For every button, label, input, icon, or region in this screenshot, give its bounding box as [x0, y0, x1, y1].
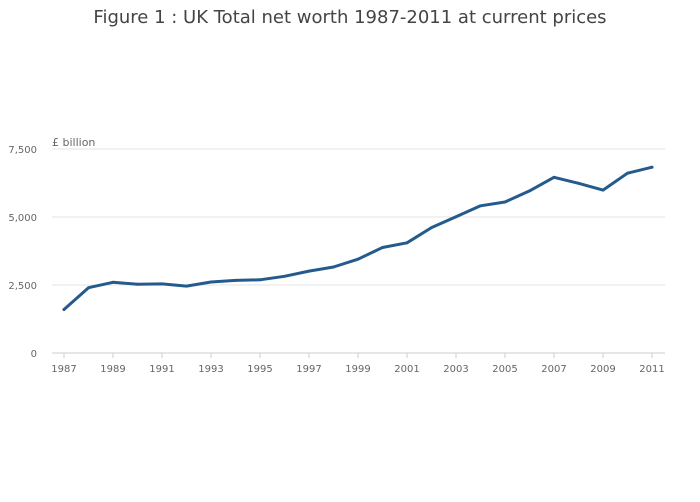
data-point-2007 — [552, 175, 556, 179]
data-point-1990 — [136, 282, 139, 286]
series-line-net-worth — [62, 165, 654, 311]
data-point-1999 — [356, 257, 360, 261]
y-tick-label: 2,500 — [8, 281, 37, 292]
x-tick-label: 1999 — [345, 364, 370, 375]
data-point-1996 — [283, 274, 286, 278]
x-tick-label: 1997 — [296, 364, 321, 375]
data-point-2008 — [577, 181, 580, 185]
data-point-1992 — [185, 284, 188, 288]
y-tick-label: 7,500 — [8, 145, 37, 156]
data-point-2003 — [454, 215, 458, 219]
x-axis — [52, 352, 665, 358]
data-point-1994 — [234, 278, 237, 282]
data-point-1989 — [111, 280, 115, 284]
data-point-1997 — [307, 269, 311, 273]
x-tick-label: 2009 — [590, 364, 615, 375]
x-tick-label: 1993 — [198, 364, 223, 375]
data-point-1993 — [209, 280, 213, 284]
tick-labels: 0 2,500 5,000 7,500 1987 1989 1991 1993 1995 1997… — [8, 145, 664, 375]
x-tick-label: 2007 — [541, 364, 566, 375]
data-point-2004 — [479, 204, 482, 208]
data-point-2002 — [430, 226, 433, 230]
x-tick-label: 2001 — [394, 364, 419, 375]
data-point-2009 — [601, 188, 605, 192]
data-point-1987 — [62, 308, 66, 311]
data-point-2000 — [381, 246, 384, 249]
chart-title: Figure 1 : UK Total net worth 1987-2011 … — [93, 7, 607, 28]
x-tick-label: 2011 — [639, 364, 664, 375]
data-point-1995 — [258, 278, 262, 282]
data-point-2001 — [405, 241, 409, 245]
data-point-2005 — [503, 200, 507, 204]
data-point-1988 — [87, 286, 90, 290]
data-point-1998 — [332, 265, 335, 269]
x-tick-label: 1987 — [51, 364, 76, 375]
x-tick-label: 2005 — [492, 364, 517, 375]
series-layer — [62, 165, 654, 311]
y-axis-label: £ billion — [52, 136, 95, 149]
x-tick-label: 1989 — [100, 364, 125, 375]
x-tick-label: 1995 — [247, 364, 272, 375]
gridlines — [52, 148, 665, 286]
y-tick-label: 5,000 — [8, 213, 37, 224]
x-tick-label: 2003 — [443, 364, 468, 375]
x-tick-label: 1991 — [149, 364, 174, 375]
data-point-1991 — [160, 282, 164, 286]
data-point-2010 — [626, 171, 629, 175]
data-point-2011 — [650, 165, 654, 169]
y-tick-label: 0 — [31, 349, 37, 360]
data-point-2006 — [528, 189, 531, 193]
